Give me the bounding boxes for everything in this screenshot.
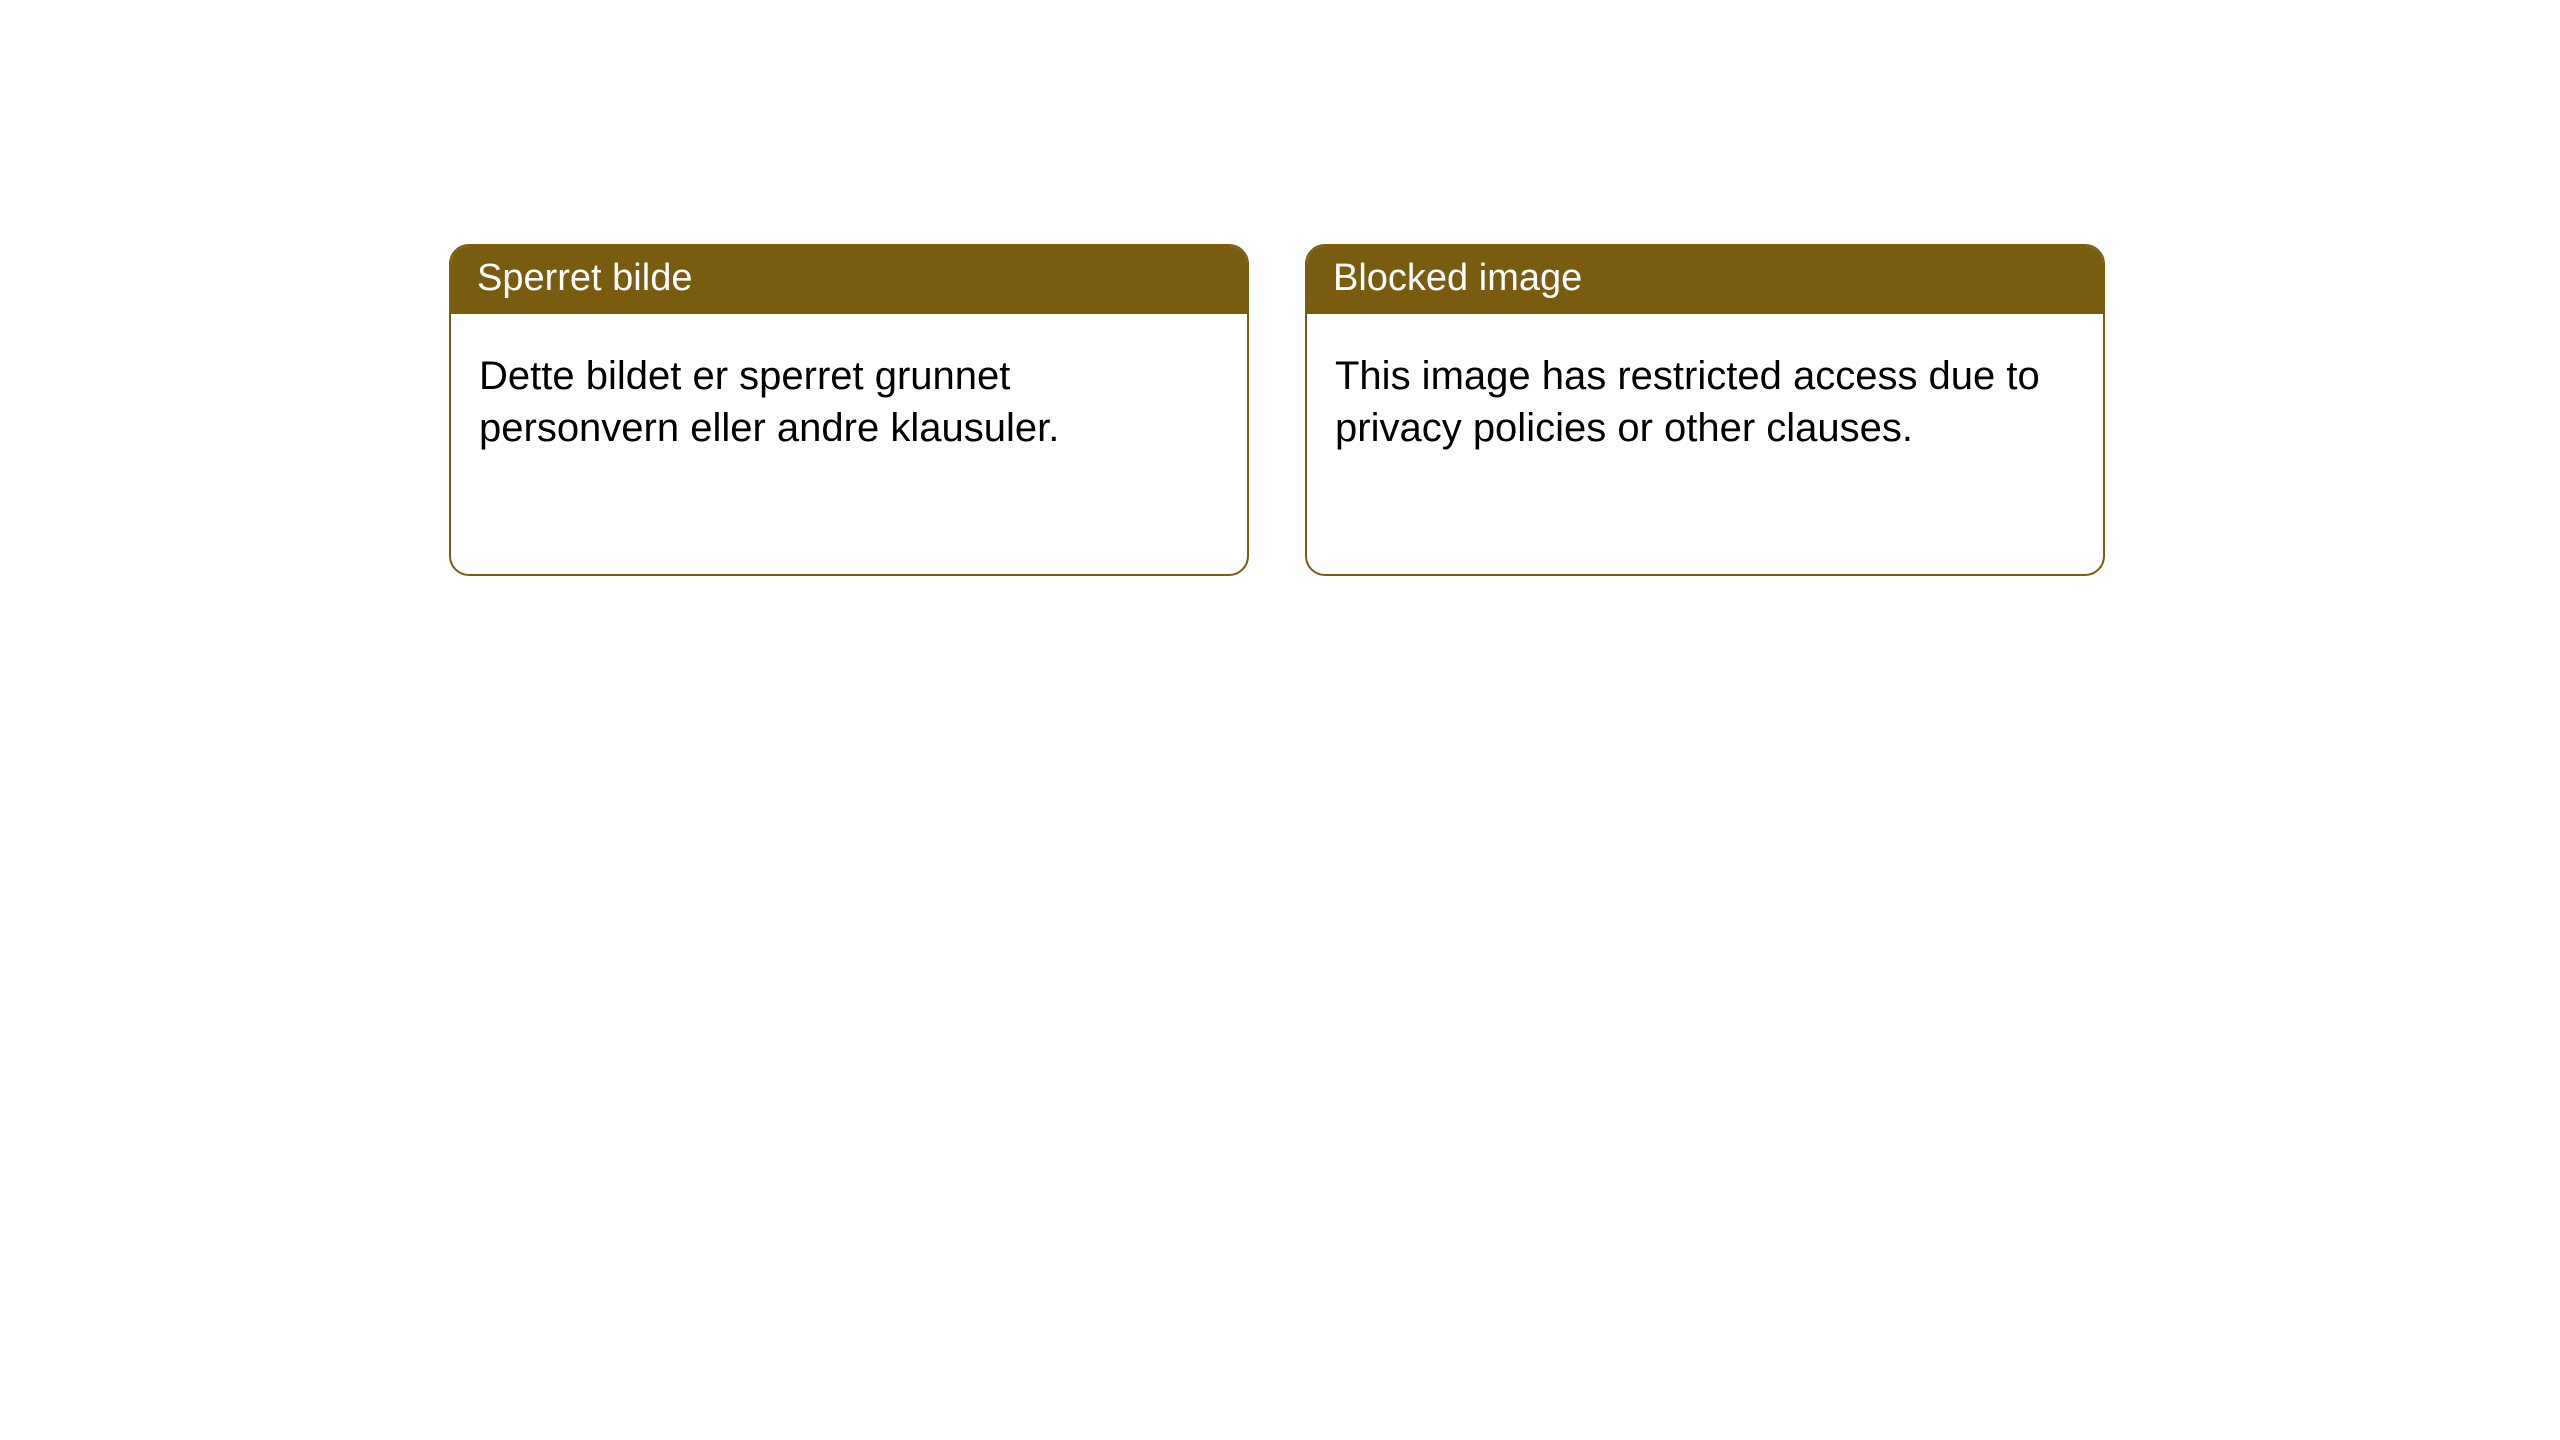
card-header-norwegian: Sperret bilde (451, 246, 1247, 314)
card-norwegian: Sperret bilde Dette bildet er sperret gr… (449, 244, 1249, 576)
cards-container: Sperret bilde Dette bildet er sperret gr… (449, 244, 2105, 576)
card-body-english: This image has restricted access due to … (1307, 314, 2103, 490)
card-english: Blocked image This image has restricted … (1305, 244, 2105, 576)
card-header-english: Blocked image (1307, 246, 2103, 314)
card-body-norwegian: Dette bildet er sperret grunnet personve… (451, 314, 1247, 490)
